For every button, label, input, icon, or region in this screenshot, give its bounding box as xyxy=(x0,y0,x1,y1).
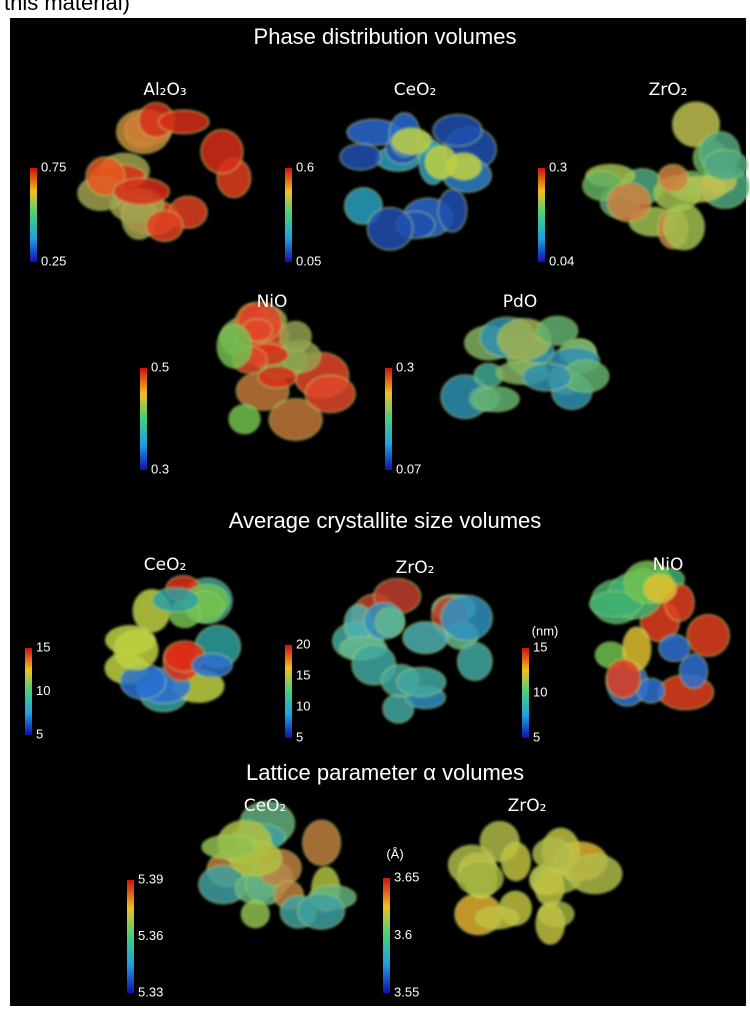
colorbar-tick-label: 10 xyxy=(36,683,50,698)
colorbar-tick-label: 15 xyxy=(533,639,547,654)
panel-label: NiO xyxy=(653,555,684,575)
colorbar-tick-label: 0.05 xyxy=(296,253,321,268)
particle xyxy=(340,144,381,170)
colorbar-tick-label: 5.36 xyxy=(138,928,163,943)
particle xyxy=(475,907,519,929)
colorbar-tick-label: 0.6 xyxy=(296,159,314,174)
colorbar-unit: (Å) xyxy=(386,846,403,861)
colorbar xyxy=(285,645,292,738)
section-title: Average crystallite size volumes xyxy=(229,508,542,533)
particle xyxy=(397,667,446,696)
particle xyxy=(280,321,312,351)
panel-label: ZrO₂ xyxy=(649,80,688,100)
colorbar xyxy=(140,368,147,470)
panel-label: NiO xyxy=(257,292,288,312)
particle xyxy=(152,587,199,612)
colorbar xyxy=(522,648,529,738)
colorbar-tick-label: 3.6 xyxy=(394,927,412,942)
colorbar-tick-label: 0.3 xyxy=(549,159,567,174)
colorbar-tick-label: 5 xyxy=(36,726,43,741)
colorbar-tick-label: 0.04 xyxy=(549,253,574,268)
particle xyxy=(658,164,689,192)
particle xyxy=(441,595,492,641)
particle xyxy=(607,183,651,222)
particle xyxy=(146,210,183,241)
cropped-caption: this material) xyxy=(4,0,130,15)
panel-label: CeO₂ xyxy=(394,80,437,100)
colorbar-tick-label: 5.33 xyxy=(138,984,163,999)
colorbar-tick-label: 10 xyxy=(533,684,547,699)
particle xyxy=(298,893,345,929)
particle xyxy=(425,145,457,179)
particle xyxy=(158,110,209,134)
particle xyxy=(606,659,641,698)
particle xyxy=(201,130,243,174)
particle xyxy=(664,204,705,250)
colorbar-tick-label: 5 xyxy=(296,729,303,744)
colorbar-tick-label: 0.5 xyxy=(151,359,169,374)
colorbar xyxy=(538,168,545,262)
colorbar-tick-label: 5.39 xyxy=(138,871,163,886)
particle xyxy=(659,634,690,661)
particle xyxy=(202,835,256,859)
panel-label: ZrO₂ xyxy=(508,796,547,816)
colorbar xyxy=(127,880,134,993)
particle xyxy=(704,150,748,180)
colorbar-tick-label: 3.65 xyxy=(394,869,419,884)
particle xyxy=(114,178,170,205)
particle xyxy=(537,316,578,345)
colorbar-tick-label: 20 xyxy=(296,636,310,651)
colorbar-tick-label: 0.3 xyxy=(396,359,414,374)
particle xyxy=(522,363,571,391)
particle xyxy=(241,900,269,927)
particle xyxy=(303,820,341,865)
particle xyxy=(433,114,482,146)
colorbar xyxy=(30,168,37,262)
colorbar-tick-label: 15 xyxy=(36,639,50,654)
colorbar-tick-label: 10 xyxy=(296,698,310,713)
particle xyxy=(403,622,448,654)
particle xyxy=(457,642,492,680)
figure: this material) Phase distribution volume… xyxy=(0,0,750,1011)
colorbar-unit: (nm) xyxy=(532,623,559,638)
particle xyxy=(473,387,519,412)
particle xyxy=(457,861,503,895)
section-title: Phase distribution volumes xyxy=(254,24,517,49)
colorbar-tick-label: 0.07 xyxy=(396,461,421,476)
particle xyxy=(114,630,158,670)
particle xyxy=(229,404,260,433)
section-title: Lattice parameter α volumes xyxy=(246,760,524,785)
particle xyxy=(438,189,467,232)
panel-label: CeO₂ xyxy=(144,555,187,575)
particle xyxy=(375,608,404,637)
particle xyxy=(501,842,530,881)
panel-label: PdO xyxy=(503,292,537,312)
panel-label: Al₂O₃ xyxy=(143,80,186,100)
colorbar-tick-label: 3.55 xyxy=(394,984,419,999)
particle xyxy=(536,904,565,944)
panel-label: CeO₂ xyxy=(244,796,287,816)
colorbar-tick-label: 0.3 xyxy=(151,461,169,476)
particle xyxy=(217,324,252,368)
particle xyxy=(391,128,431,155)
colorbar xyxy=(285,168,292,262)
particle xyxy=(687,614,730,656)
particle xyxy=(367,207,413,250)
colorbar xyxy=(25,648,32,735)
colorbar xyxy=(385,368,392,470)
colorbar xyxy=(383,878,390,993)
colorbar-tick-label: 15 xyxy=(296,667,310,682)
panel-label: ZrO₂ xyxy=(396,558,435,578)
particle xyxy=(568,854,622,894)
particle xyxy=(192,653,233,677)
particle xyxy=(533,838,571,869)
colorbar-tick-label: 0.25 xyxy=(41,253,66,268)
colorbar-tick-label: 0.75 xyxy=(41,159,66,174)
particle xyxy=(535,870,564,906)
colorbar-tick-label: 5 xyxy=(533,729,540,744)
particle xyxy=(305,375,355,413)
particle xyxy=(644,574,677,603)
